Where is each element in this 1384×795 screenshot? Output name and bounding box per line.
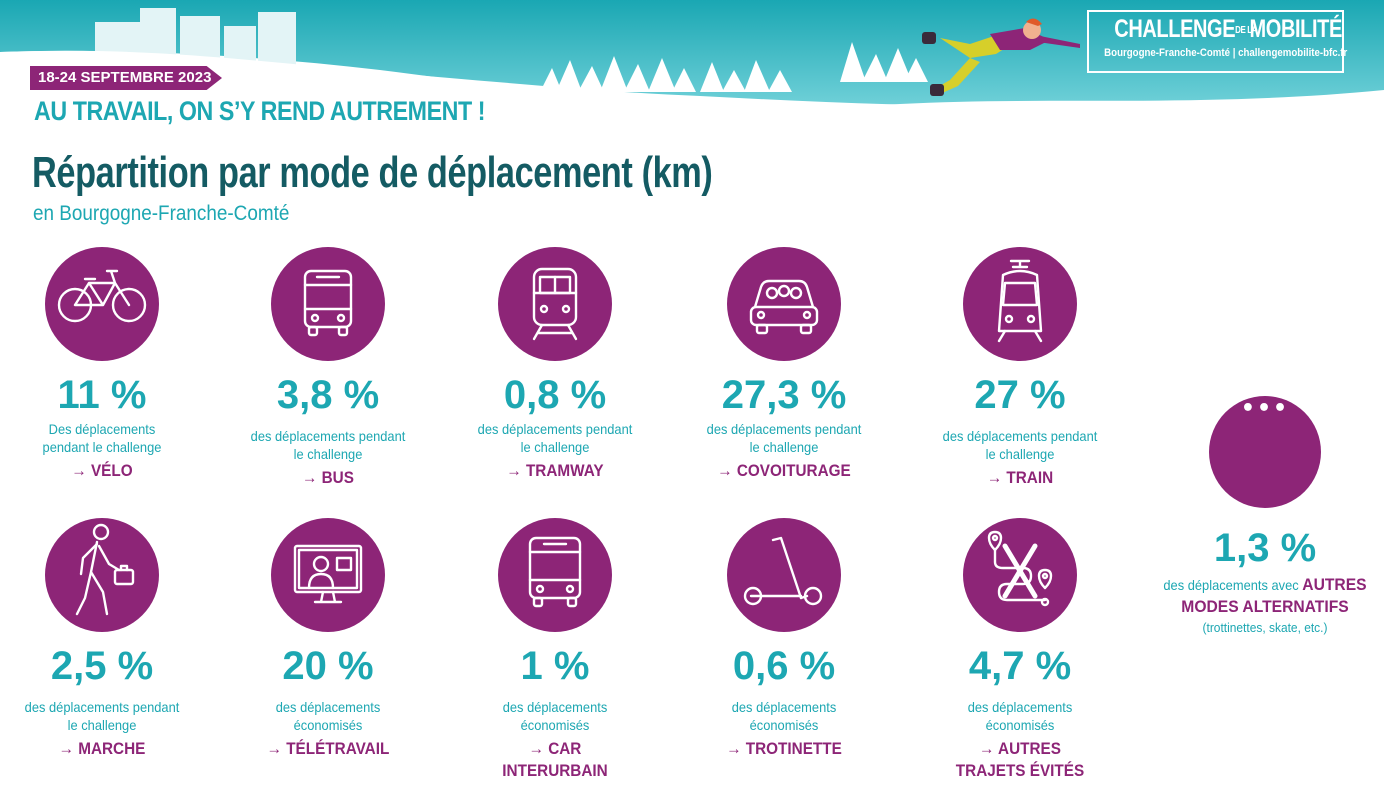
bicycle-icon xyxy=(45,247,159,361)
stat-description: des déplacements pendant le challenge xyxy=(477,421,633,455)
dates-badge: 18-24 SEPTEMBRE 2023 xyxy=(30,66,222,90)
stat-description: des déplacements pendant le challenge xyxy=(706,421,862,455)
tram-icon xyxy=(498,247,612,361)
ellipsis-icon: ••• xyxy=(1209,396,1321,508)
page-subtitle: en Bourgogne-Franche-Comté xyxy=(33,202,290,225)
stat-percent: 27,3 % xyxy=(721,373,847,417)
stat-velo: 11 % Des déplacements pendant le challen… xyxy=(2,247,202,482)
stat-mode: → CAR xyxy=(528,739,582,758)
stat-mode: → AUTRES xyxy=(979,739,1061,758)
stat-mode: → COVOITURAGE xyxy=(717,461,851,480)
stat-percent: 1 % xyxy=(520,644,590,688)
stat-description: des déplacements pendant le challenge xyxy=(24,699,180,733)
stat-percent: 3,8 % xyxy=(276,373,380,417)
stat-trotinette: 0,6 % des déplacements économisés → TROT… xyxy=(684,518,884,760)
avoided-trips-icon xyxy=(963,518,1077,632)
stat-note: (trottinettes, skate, etc.) xyxy=(1202,620,1328,635)
stat-car-interurbain: 1 % des déplacements économisés → CAR IN… xyxy=(455,518,655,782)
stat-marche: 2,5 % des déplacements pendant le challe… xyxy=(2,518,202,760)
stat-autres-modes: ••• 1,3 % des déplacements avec AUTRES M… xyxy=(1150,396,1380,635)
scooter-icon xyxy=(727,518,841,632)
stat-percent: 11 % xyxy=(57,373,147,417)
stat-mode: → TRAIN xyxy=(986,468,1054,487)
stat-description: des déplacements économisés xyxy=(967,699,1073,733)
stat-percent: 2,5 % xyxy=(50,644,154,688)
flying-character-illustration xyxy=(922,18,1080,96)
walker-icon xyxy=(45,518,159,632)
stat-percent: 0,8 % xyxy=(503,373,607,417)
stat-description: des déplacements économisés xyxy=(502,699,608,733)
stat-bus: 3,8 % des déplacements pendant le challe… xyxy=(228,247,428,489)
header-banner xyxy=(0,0,1384,130)
stat-description: des déplacements pendant le challenge xyxy=(942,428,1098,462)
stat-mode-line2: TRAJETS ÉVITÉS xyxy=(955,761,1085,780)
stat-mode: → VÉLO xyxy=(71,461,133,480)
stat-mode: → TROTINETTE xyxy=(726,739,842,758)
coach-icon xyxy=(498,518,612,632)
carpool-icon xyxy=(727,247,841,361)
stat-autres-trajets: 4,7 % des déplacements économisés → AUTR… xyxy=(920,518,1120,782)
page-title: Répartition par mode de déplacement (km) xyxy=(32,148,713,197)
stat-mode: → MARCHE xyxy=(58,739,146,758)
stat-train: 27 % des déplacements pendant le challen… xyxy=(920,247,1120,489)
bus-icon xyxy=(271,247,385,361)
stat-tramway: 0,8 % des déplacements pendant le challe… xyxy=(455,247,655,482)
stat-description: Des déplacements pendant le challenge xyxy=(42,421,162,455)
tagline: AU TRAVAIL, ON S’Y REND AUTREMENT ! xyxy=(34,96,486,126)
stat-description: des déplacements économisés xyxy=(731,699,837,733)
stat-mode: → BUS xyxy=(302,468,354,487)
stat-mode-line2: INTERURBAIN xyxy=(502,761,608,780)
stat-description: des déplacements avec AUTRES MODES ALTER… xyxy=(1163,575,1367,616)
logo-title: CHALLENGEDE LAMOBILITÉ xyxy=(1114,15,1342,43)
stat-percent: 27 % xyxy=(974,373,1066,417)
train-icon xyxy=(963,247,1077,361)
stat-covoiturage: 27,3 % des déplacements pendant le chall… xyxy=(684,247,884,482)
stat-teletravail: 20 % des déplacements économisés → TÉLÉT… xyxy=(228,518,428,760)
stat-description: des déplacements économisés xyxy=(275,699,381,733)
stat-mode: → TRAMWAY xyxy=(506,461,604,480)
stat-mode: → TÉLÉTRAVAIL xyxy=(266,739,390,758)
stat-percent: 1,3 % xyxy=(1213,526,1317,570)
stat-percent: 20 % xyxy=(282,644,374,688)
stat-percent: 0,6 % xyxy=(732,644,836,688)
logo-subline: Bourgogne-Franche-Comté | challengemobil… xyxy=(1104,47,1348,59)
stat-percent: 4,7 % xyxy=(968,644,1072,688)
telework-icon xyxy=(271,518,385,632)
stat-description: des déplacements pendant le challenge xyxy=(250,428,406,462)
challenge-logo: CHALLENGEDE LAMOBILITÉ Bourgogne-Franche… xyxy=(1087,10,1348,73)
